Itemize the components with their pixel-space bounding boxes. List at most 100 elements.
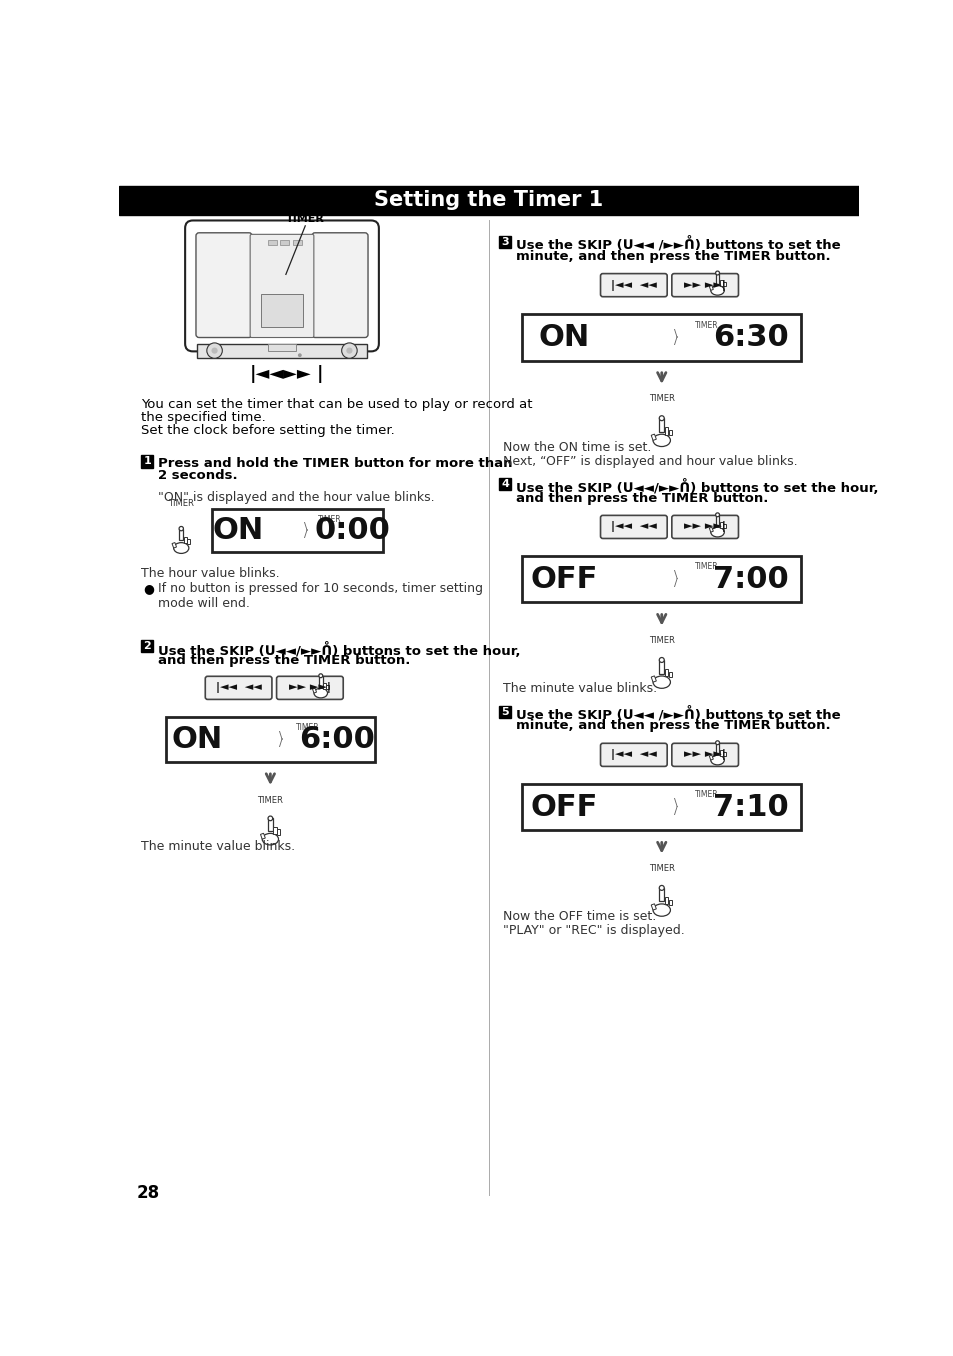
Bar — [260, 294, 303, 327]
Text: \: \ — [673, 328, 677, 339]
Ellipse shape — [653, 434, 670, 446]
Circle shape — [318, 674, 322, 678]
Circle shape — [297, 354, 301, 357]
Bar — [715, 273, 719, 283]
Bar — [326, 685, 329, 689]
Circle shape — [715, 271, 719, 275]
Text: 2: 2 — [143, 641, 151, 651]
Bar — [651, 434, 656, 441]
FancyBboxPatch shape — [671, 274, 738, 297]
Bar — [268, 240, 276, 245]
Bar — [498, 236, 511, 248]
Bar — [172, 542, 176, 548]
Bar — [318, 675, 322, 686]
Text: TIMER: TIMER — [648, 864, 674, 873]
Text: TIMER: TIMER — [695, 320, 719, 330]
Text: /: / — [673, 805, 677, 816]
Text: Now the ON time is set.: Now the ON time is set. — [502, 441, 651, 454]
Bar — [664, 669, 668, 677]
Bar — [709, 286, 713, 290]
Text: 0:00: 0:00 — [314, 515, 390, 545]
Text: Use the SKIP (ᑌ◄◄/►►ᑍ) buttons to set the hour,: Use the SKIP (ᑌ◄◄/►►ᑍ) buttons to set th… — [158, 641, 520, 658]
Ellipse shape — [262, 834, 278, 845]
Bar — [187, 538, 191, 544]
FancyBboxPatch shape — [599, 274, 666, 297]
Text: "ON" is displayed and the hour value blinks.: "ON" is displayed and the hour value bli… — [158, 491, 435, 503]
Circle shape — [268, 816, 273, 820]
Circle shape — [212, 347, 217, 354]
Circle shape — [179, 526, 183, 530]
Ellipse shape — [314, 689, 327, 698]
Text: and then press the TIMER button.: and then press the TIMER button. — [158, 654, 410, 667]
Circle shape — [659, 416, 663, 420]
Bar — [521, 556, 801, 602]
Circle shape — [715, 740, 719, 744]
Text: You can set the timer that can be used to play or record at: You can set the timer that can be used t… — [141, 397, 532, 411]
Bar — [293, 240, 301, 245]
Text: ►► ►►|: ►► ►►| — [683, 522, 725, 533]
Text: /: / — [673, 578, 677, 589]
Text: |◄◄: |◄◄ — [249, 366, 283, 384]
Bar — [268, 819, 273, 831]
Text: |◄◄  ◄◄: |◄◄ ◄◄ — [610, 522, 656, 533]
Text: OFF: OFF — [530, 793, 598, 822]
Bar — [313, 687, 316, 693]
Text: TIMER: TIMER — [295, 723, 318, 732]
Text: \: \ — [304, 522, 308, 532]
Text: \: \ — [278, 731, 282, 740]
Bar — [722, 753, 725, 757]
Bar — [212, 510, 382, 552]
FancyBboxPatch shape — [312, 233, 368, 338]
Bar — [273, 827, 276, 834]
FancyBboxPatch shape — [276, 677, 343, 700]
FancyBboxPatch shape — [671, 743, 738, 766]
Text: TIMER: TIMER — [286, 214, 324, 224]
FancyBboxPatch shape — [185, 221, 378, 351]
Text: 3: 3 — [501, 237, 509, 247]
Text: /: / — [673, 336, 677, 346]
Text: minute, and then press the TIMER button.: minute, and then press the TIMER button. — [516, 250, 830, 263]
Text: 5: 5 — [501, 706, 509, 717]
Bar — [119, 186, 858, 216]
Ellipse shape — [653, 904, 670, 917]
Text: Set the clock before setting the timer.: Set the clock before setting the timer. — [141, 424, 395, 437]
Ellipse shape — [653, 677, 670, 689]
Bar — [715, 515, 719, 525]
Text: The minute value blinks.: The minute value blinks. — [141, 841, 294, 853]
Bar — [664, 427, 668, 435]
FancyBboxPatch shape — [205, 677, 272, 700]
Bar — [668, 430, 672, 435]
Bar — [196, 343, 367, 358]
Circle shape — [341, 343, 356, 358]
Bar — [709, 755, 713, 761]
Bar — [659, 660, 663, 674]
Text: /: / — [304, 529, 308, 540]
Text: and then press the TIMER button.: and then press the TIMER button. — [516, 491, 767, 504]
Bar — [184, 537, 187, 542]
Text: 2 seconds.: 2 seconds. — [158, 469, 237, 483]
Ellipse shape — [710, 527, 723, 537]
Bar — [715, 743, 719, 754]
Circle shape — [346, 347, 353, 354]
Bar — [659, 418, 663, 431]
Text: ON: ON — [537, 323, 589, 353]
Text: Use the SKIP (ᑌ◄◄/►►ᑍ) buttons to set the hour,: Use the SKIP (ᑌ◄◄/►►ᑍ) buttons to set th… — [516, 479, 878, 495]
Text: TIMER: TIMER — [257, 796, 283, 804]
Bar — [651, 675, 656, 682]
Text: \: \ — [673, 799, 677, 808]
Text: |◄◄  ◄◄: |◄◄ ◄◄ — [610, 750, 656, 761]
Bar — [722, 282, 725, 286]
Text: |◄◄  ◄◄: |◄◄ ◄◄ — [610, 279, 656, 290]
Bar — [722, 523, 725, 529]
Text: /: / — [278, 738, 282, 749]
FancyBboxPatch shape — [599, 515, 666, 538]
Text: \: \ — [673, 571, 677, 580]
FancyBboxPatch shape — [599, 743, 666, 766]
Text: "PLAY" or "REC" is displayed.: "PLAY" or "REC" is displayed. — [502, 925, 684, 937]
Text: The hour value blinks.: The hour value blinks. — [141, 567, 279, 580]
Text: Now the OFF time is set.: Now the OFF time is set. — [502, 910, 656, 923]
Text: 7:00: 7:00 — [713, 565, 788, 594]
Text: TIMER: TIMER — [695, 791, 719, 799]
Ellipse shape — [710, 286, 723, 296]
Text: ●: ● — [143, 582, 154, 595]
